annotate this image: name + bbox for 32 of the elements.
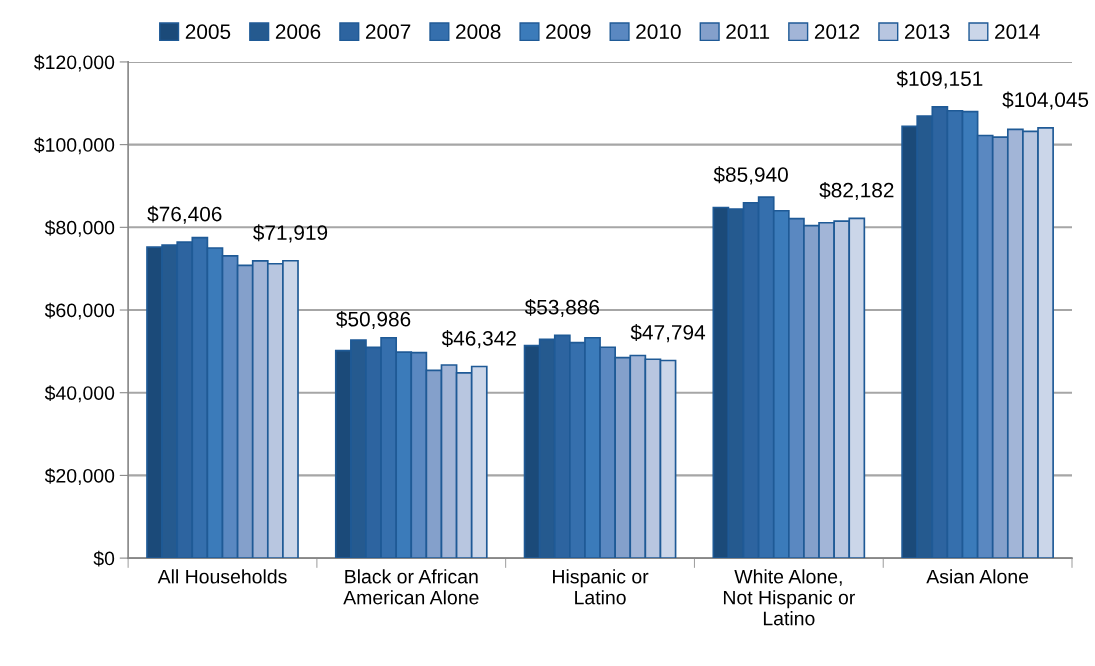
y-tick-label: $40,000 [44, 385, 115, 403]
data-label: $47,794 [630, 324, 706, 343]
legend-label: 2007 [365, 24, 411, 40]
x-tick-label: Black or African American Alone [343, 569, 479, 605]
data-label: $82,182 [819, 181, 894, 200]
data-label: $53,886 [524, 298, 600, 317]
y-tick-label: $80,000 [44, 219, 115, 237]
x-tick-label: Hispanic or Latino [553, 569, 649, 605]
data-label: $85,940 [713, 166, 788, 185]
data-label: $50,986 [336, 310, 411, 329]
legend-label: 2008 [456, 24, 501, 40]
legend-label: 2011 [726, 24, 770, 40]
data-label: $71,919 [253, 224, 328, 243]
y-tick-label: $100,000 [34, 137, 115, 155]
legend-label: 2009 [546, 24, 591, 40]
x-tick-label: White Alone, Not Hispanic or Latino [723, 569, 855, 626]
x-tick-label: Asian Alone [926, 569, 1029, 584]
x-tick-label: All Households [157, 569, 287, 584]
legend-label: 2005 [185, 24, 231, 40]
legend-label: 2013 [904, 24, 950, 40]
y-tick-label: $120,000 [34, 54, 115, 72]
data-label: $76,406 [147, 205, 222, 224]
legend-label: 2010 [636, 24, 681, 40]
y-tick-label: $0 [93, 550, 115, 567]
data-label: $104,045 [1002, 91, 1089, 110]
legend-label: 2014 [995, 24, 1040, 40]
data-label: $109,151 [896, 70, 983, 89]
legend-label: 2006 [275, 24, 321, 40]
legend-label: 2012 [814, 24, 860, 40]
y-tick-label: $20,000 [44, 468, 115, 485]
y-tick-label: $60,000 [44, 302, 115, 320]
data-label: $46,342 [441, 330, 516, 349]
